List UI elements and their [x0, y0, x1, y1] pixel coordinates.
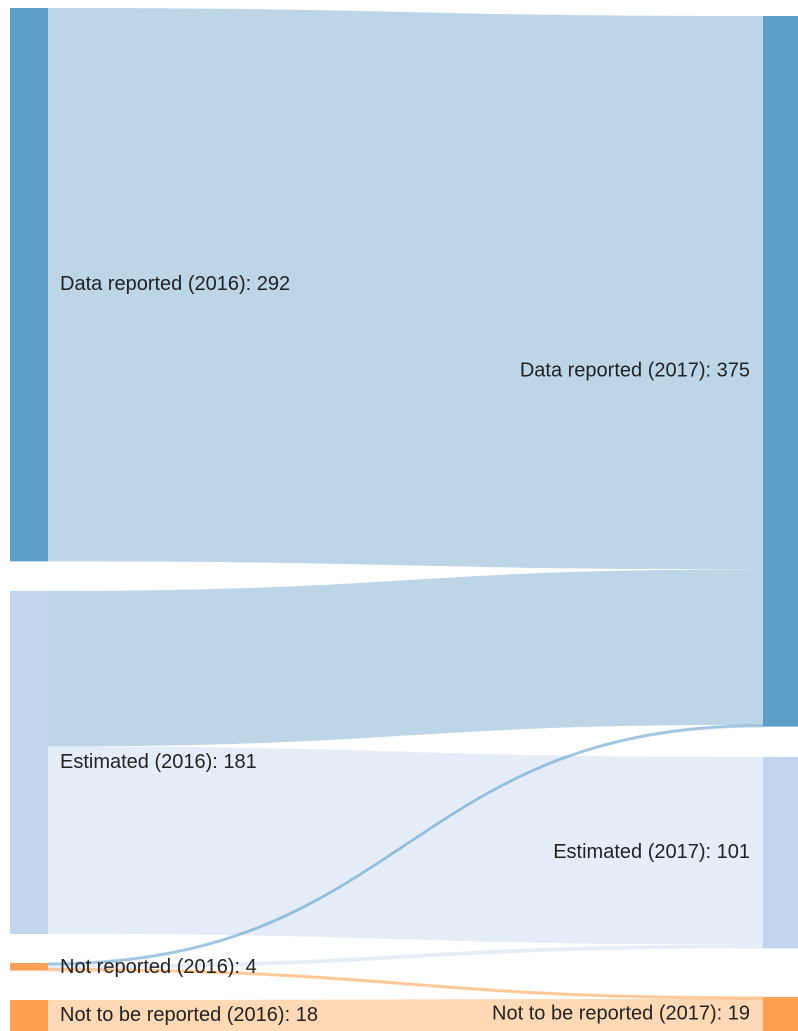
- node: [10, 591, 48, 934]
- node: [10, 963, 48, 971]
- node: [10, 1000, 48, 1031]
- node: [763, 997, 798, 1031]
- node-label: Not to be reported (2016): 18: [60, 1004, 318, 1026]
- node-label: Estimated (2016): 181: [60, 751, 257, 773]
- node-label: Estimated (2017): 101: [553, 841, 750, 863]
- links: [47, 8, 764, 1031]
- link: [48, 998, 763, 1031]
- link: [48, 569, 763, 747]
- node-label: Not to be reported (2017): 19: [492, 1002, 750, 1024]
- node: [763, 16, 798, 727]
- link: [48, 8, 763, 570]
- node-label: Data reported (2016): 292: [60, 273, 290, 295]
- link: [48, 944, 763, 969]
- node-label: Not reported (2016): 4: [60, 956, 257, 978]
- link: [48, 746, 763, 945]
- node: [10, 8, 48, 562]
- node-label: Data reported (2017): 375: [520, 360, 750, 382]
- node: [763, 757, 798, 949]
